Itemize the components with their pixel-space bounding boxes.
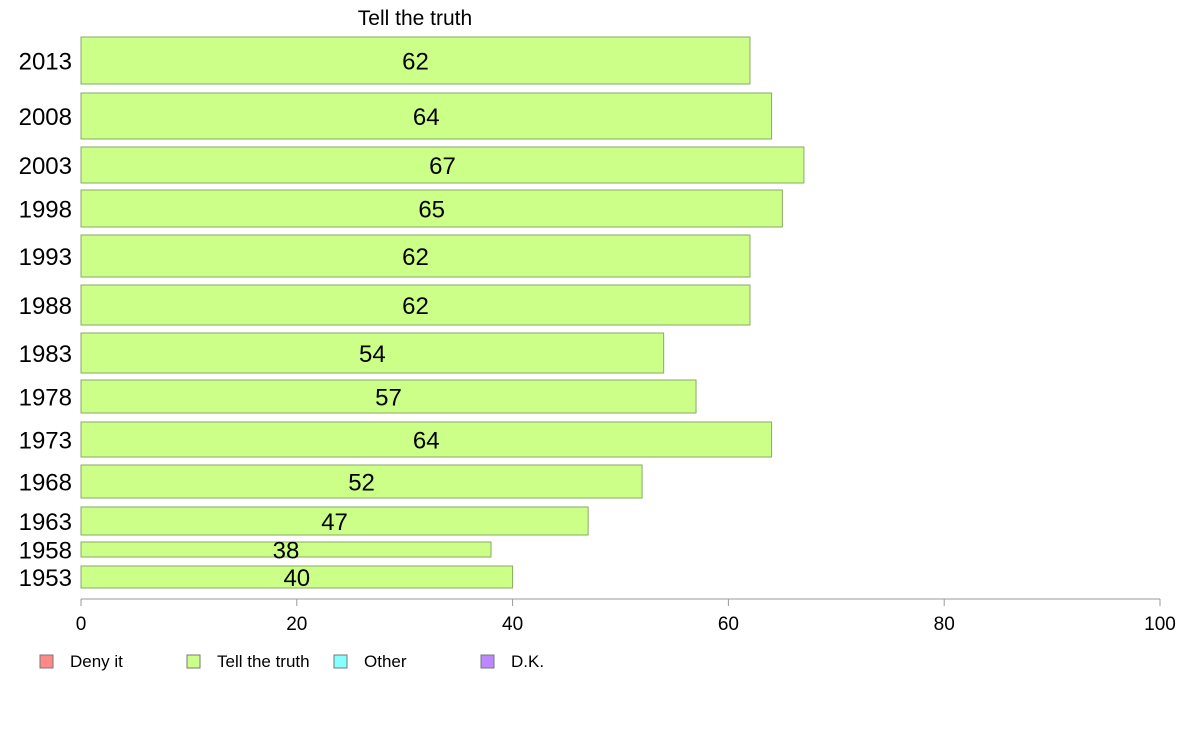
- legend-label-2: Other: [364, 652, 407, 671]
- category-label-1953: 1953: [19, 565, 72, 592]
- category-label-1993: 1993: [19, 244, 72, 271]
- bar-value-label-1963: 47: [321, 509, 348, 536]
- category-label-1978: 1978: [19, 385, 72, 412]
- x-tick-label-60: 60: [718, 614, 739, 635]
- legend-swatch-2: [333, 654, 348, 669]
- category-label-2008: 2008: [19, 104, 72, 131]
- x-tick-label-0: 0: [76, 614, 87, 635]
- x-tick-label-100: 100: [1144, 614, 1176, 635]
- category-label-1963: 1963: [19, 509, 72, 536]
- bar-2008: [80, 92, 773, 140]
- bar-value-label-1983: 54: [359, 341, 386, 368]
- bar-1978: [80, 379, 697, 414]
- bar-value-label-1973: 64: [413, 428, 440, 455]
- bar-value-label-1988: 62: [402, 293, 429, 320]
- bar-1993: [80, 234, 751, 278]
- category-label-1968: 1968: [19, 470, 72, 497]
- bar-2013: [80, 36, 751, 85]
- category-label-1988: 1988: [19, 293, 72, 320]
- category-label-1998: 1998: [19, 197, 72, 224]
- bar-value-label-2008: 64: [413, 104, 440, 131]
- bar-value-label-1953: 40: [283, 565, 310, 592]
- x-tick-label-40: 40: [502, 614, 523, 635]
- bar-1983: [80, 332, 665, 374]
- category-label-2013: 2013: [19, 49, 72, 76]
- legend-label-1: Tell the truth: [217, 652, 310, 671]
- bar-1958: [80, 541, 492, 558]
- legend-swatch-3: [480, 654, 495, 669]
- bar-1968: [80, 464, 643, 499]
- category-label-1973: 1973: [19, 428, 72, 455]
- x-tick-label-20: 20: [286, 614, 307, 635]
- category-label-1983: 1983: [19, 341, 72, 368]
- category-label-1958: 1958: [19, 538, 72, 565]
- legend-label-3: D.K.: [511, 652, 544, 671]
- category-label-2003: 2003: [19, 153, 72, 180]
- bar-value-label-1993: 62: [402, 244, 429, 271]
- bar-1973: [80, 421, 773, 458]
- x-axis: 0 20 40 60 80 100: [76, 598, 1176, 635]
- x-tick-label-80: 80: [934, 614, 955, 635]
- bar-value-label-1998: 65: [418, 197, 445, 224]
- legend: Deny it Tell the truth Other D.K.: [39, 652, 544, 671]
- bar-1998: [80, 189, 783, 228]
- bar-2003: [80, 146, 805, 184]
- bar-value-label-2013: 62: [402, 49, 429, 76]
- legend-swatch-0: [39, 654, 54, 669]
- legend-swatch-1: [186, 654, 201, 669]
- bar-value-label-2003: 67: [429, 153, 456, 180]
- bar-value-label-1958: 38: [273, 538, 300, 565]
- bar-value-label-1978: 57: [375, 385, 402, 412]
- bar-1953: [80, 565, 514, 589]
- bar-1963: [80, 506, 589, 536]
- chart-title: Tell the truth: [358, 7, 472, 30]
- bar-value-label-1968: 52: [348, 470, 375, 497]
- bars: 2013 62 2008 64 2003 67 1998 65 1993 62 1988 62 1983…: [19, 36, 805, 592]
- bar-1988: [80, 284, 751, 326]
- legend-label-0: Deny it: [70, 652, 123, 671]
